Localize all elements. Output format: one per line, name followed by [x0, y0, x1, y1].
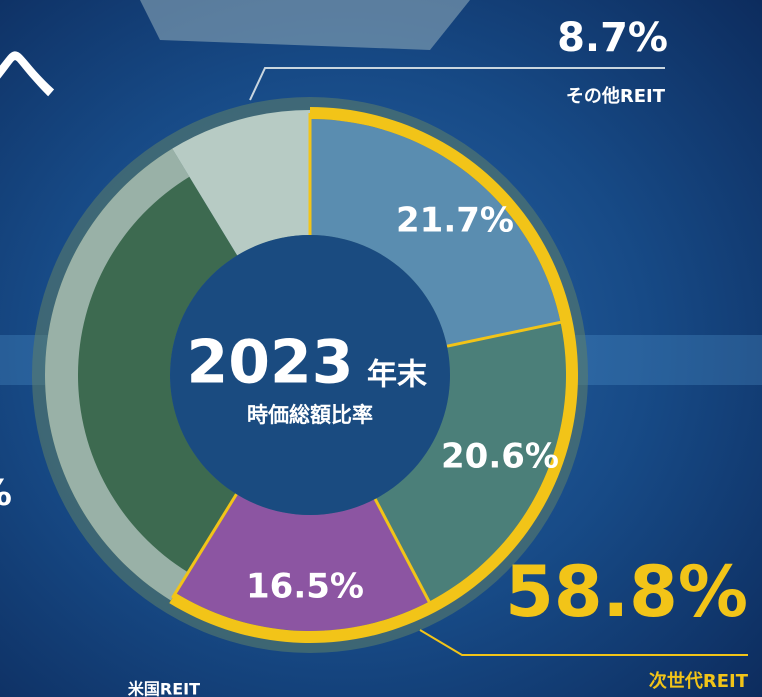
donut-segment	[375, 322, 566, 602]
donut-hole	[170, 235, 450, 515]
segment-divider	[446, 319, 567, 348]
donut	[44, 107, 579, 643]
legend-label: 米国REIT	[128, 680, 200, 697]
group-label: 次世代REIT	[649, 670, 749, 692]
legend-label: その他REIT	[566, 85, 666, 107]
leader-line	[249, 67, 665, 101]
center-title: 2023	[187, 328, 354, 398]
leader-line	[419, 629, 748, 656]
value-label: 20.6%	[441, 437, 559, 477]
value-label: 16.5%	[246, 567, 364, 607]
value-label: 21.7%	[396, 201, 514, 241]
group-value-label: 58.8%	[505, 551, 748, 633]
center-subtitle: 時価総額比率	[247, 403, 373, 427]
photo-strip	[140, 0, 470, 50]
group-edge	[171, 493, 238, 599]
heading: 代へ	[0, 32, 56, 114]
center-unit: 年末	[367, 358, 427, 393]
donut-segment	[172, 110, 310, 256]
segment-rim	[44, 148, 190, 601]
value-label: 8.7%	[557, 15, 668, 61]
value-label: 32.5%	[0, 473, 12, 514]
donut-segment	[175, 494, 430, 631]
segment-divider	[373, 498, 434, 608]
donut-segment	[310, 119, 561, 347]
